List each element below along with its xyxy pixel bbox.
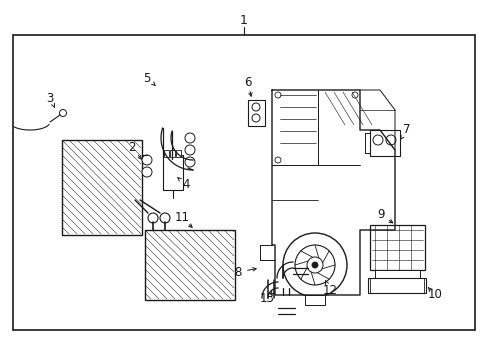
Bar: [176, 150, 181, 157]
Text: 1: 1: [240, 13, 247, 27]
Text: 9: 9: [376, 208, 384, 221]
Bar: [369, 225, 424, 270]
Circle shape: [251, 114, 260, 122]
Circle shape: [160, 213, 170, 223]
Text: 8: 8: [234, 265, 241, 279]
Bar: [247, 100, 264, 126]
Text: 7: 7: [403, 123, 410, 136]
Circle shape: [351, 92, 357, 98]
Text: 13: 13: [259, 292, 274, 305]
Circle shape: [311, 262, 317, 268]
Circle shape: [184, 145, 195, 155]
Bar: [305, 295, 325, 305]
Circle shape: [184, 157, 195, 167]
Bar: [62, 140, 142, 235]
Circle shape: [60, 109, 66, 117]
Text: 10: 10: [427, 288, 442, 301]
Circle shape: [184, 133, 195, 143]
Bar: [163, 155, 183, 190]
Text: 5: 5: [143, 72, 150, 85]
Circle shape: [148, 213, 158, 223]
Bar: [13, 35, 474, 330]
Bar: [369, 130, 399, 156]
Circle shape: [283, 233, 346, 297]
Text: 3: 3: [46, 91, 54, 104]
Circle shape: [251, 103, 260, 111]
Circle shape: [274, 157, 281, 163]
Text: 12: 12: [322, 284, 337, 297]
Bar: [374, 270, 419, 278]
Bar: [145, 230, 235, 300]
Circle shape: [294, 245, 334, 285]
Bar: [163, 150, 169, 157]
Text: 11: 11: [174, 211, 189, 225]
Text: 4: 4: [182, 179, 189, 192]
Text: 6: 6: [244, 76, 251, 89]
Bar: [367, 278, 425, 293]
Bar: [170, 150, 175, 157]
Circle shape: [142, 155, 152, 165]
Circle shape: [142, 167, 152, 177]
Circle shape: [274, 92, 281, 98]
Text: 2: 2: [128, 141, 136, 154]
Circle shape: [372, 135, 382, 145]
Circle shape: [306, 257, 323, 273]
Circle shape: [385, 135, 395, 145]
